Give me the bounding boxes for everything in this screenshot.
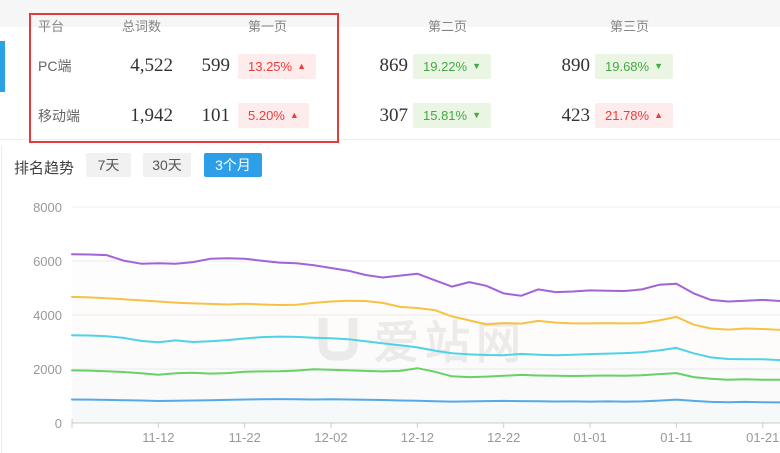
series-cyan-area: [72, 335, 780, 423]
tab-7days[interactable]: 7天: [86, 153, 131, 177]
table-header-band: [0, 0, 780, 27]
column-header-page2: 第二页: [428, 19, 468, 34]
page2-change-value: 19.22%: [423, 58, 468, 74]
page3-change-badge: 19.68% ▼: [595, 53, 674, 79]
trend-arrow-icon: ▼: [472, 110, 482, 120]
platform-label: 移动端: [38, 107, 80, 124]
table-row: PC端 4,522 599 13.25% ▲ 869 19.22% ▼ 890 19…: [0, 40, 780, 93]
x-tick-label: 12-12: [401, 430, 434, 445]
x-tick-label: 11-12: [142, 430, 174, 445]
column-header-page1: 第一页: [248, 19, 288, 34]
active-row-indicator: [0, 41, 5, 92]
series-green-line: [71, 367, 780, 381]
series-purple-area: [72, 254, 780, 423]
series-blue-area: [72, 399, 780, 423]
page1-count: 599: [201, 55, 231, 76]
page3-change-value: 19.68%: [605, 58, 650, 74]
page3-count: 890: [561, 55, 591, 76]
page2-change-badge: 19.22% ▼: [413, 53, 492, 79]
tab-30days[interactable]: 30天: [143, 153, 191, 177]
y-tick-label: 8000: [33, 200, 62, 215]
platform-label: PC端: [38, 58, 72, 74]
page3-change-badge: 21.78% ▲: [595, 103, 674, 128]
x-tick-label: 01-01: [573, 430, 606, 445]
table-row: 移动端 1,942 101 5.20% ▲ 307 15.81% ▼ 423 21.…: [0, 92, 780, 140]
y-tick-label: 6000: [33, 254, 62, 269]
column-header-platform: 平台: [38, 19, 65, 34]
series-green-area: [72, 368, 780, 423]
column-header-page3: 第三页: [610, 19, 650, 34]
page1-change-value: 13.25%: [248, 58, 293, 74]
x-tick-label: 01-21: [746, 430, 779, 445]
page2-count: 307: [379, 104, 409, 126]
trend-arrow-icon: ▼: [654, 60, 664, 71]
page1-change-badge: 13.25% ▲: [238, 53, 317, 79]
column-header-total-words: 总词数: [122, 19, 162, 34]
page2-change-badge: 15.81% ▼: [413, 103, 492, 128]
series-yellow-line: [71, 295, 780, 331]
page3-change-value: 21.78%: [605, 108, 650, 123]
trend-arrow-icon: ▲: [297, 60, 307, 71]
section-left-border: [1, 146, 2, 453]
trend-section-title: 排名趋势: [14, 160, 75, 177]
total-words-value: 1,942: [130, 104, 173, 126]
series-blue-line: [71, 398, 780, 404]
y-tick-label: 4000: [33, 308, 62, 323]
x-tick-label: 12-02: [314, 430, 347, 445]
trend-arrow-icon: ▲: [289, 110, 299, 120]
page2-count: 869: [379, 55, 409, 76]
series-purple-line: [71, 253, 780, 303]
page3-count: 423: [561, 104, 591, 126]
x-tick-label: 11-22: [229, 430, 261, 445]
trend-arrow-icon: ▼: [472, 60, 482, 71]
series-yellow-area: [72, 297, 780, 423]
series-cyan-line: [71, 334, 780, 362]
watermark: 爱站网: [316, 306, 527, 371]
page2-change-value: 15.81%: [423, 108, 468, 123]
total-words-value: 4,522: [130, 55, 173, 76]
x-tick-label: 01-11: [660, 430, 692, 445]
y-tick-label: 2000: [33, 362, 62, 377]
aizhan-logo-icon: [318, 317, 358, 360]
watermark-text: 爱站网: [374, 317, 528, 368]
y-tick-label: 0: [55, 416, 62, 431]
page1-change-badge: 5.20% ▲: [238, 103, 309, 128]
page1-change-value: 5.20%: [248, 108, 285, 123]
trend-arrow-icon: ▲: [654, 110, 664, 120]
page1-count: 101: [201, 104, 231, 126]
tab-3months[interactable]: 3个月: [204, 153, 262, 177]
x-tick-label: 12-22: [487, 430, 520, 445]
